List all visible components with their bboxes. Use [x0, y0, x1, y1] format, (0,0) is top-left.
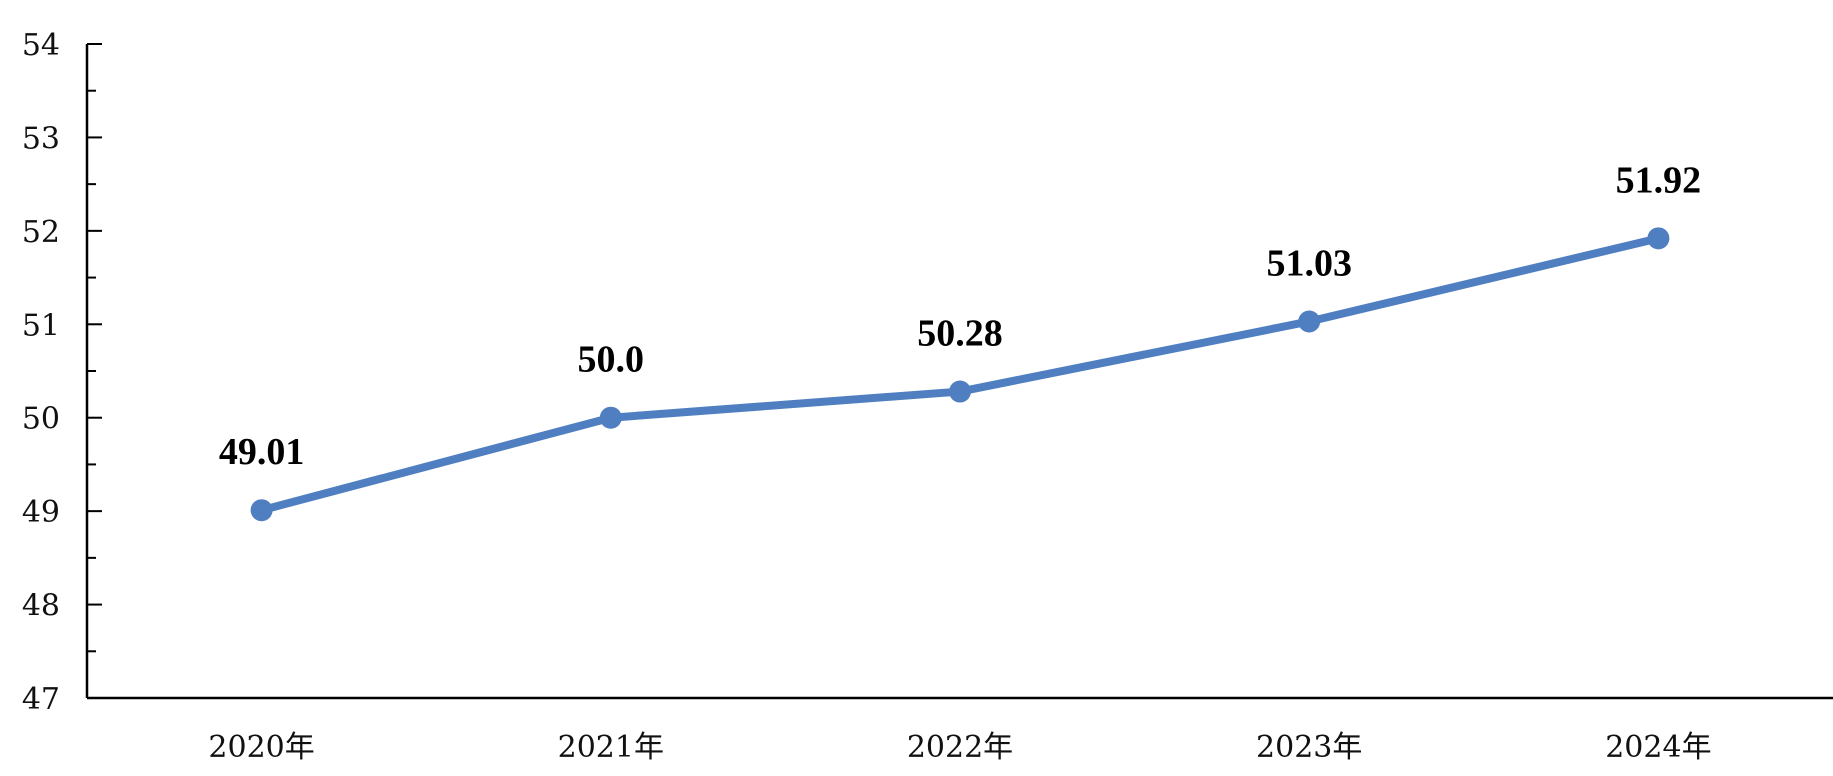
data-label: 50.0 — [578, 339, 645, 381]
series-layer — [250, 227, 1670, 522]
y-tick-label: 50 — [22, 402, 60, 437]
x-tick-label: 2023年 — [1256, 730, 1362, 765]
x-axis: 2020年 2021年 2022年 2023年 2024年 — [87, 696, 1833, 765]
y-tick-label: 49 — [22, 495, 60, 530]
data-label: 51.92 — [1616, 159, 1702, 201]
data-label: 50.28 — [917, 313, 1003, 355]
data-point — [1647, 227, 1670, 250]
y-tick-label: 52 — [22, 215, 60, 250]
data-label: 51.03 — [1266, 242, 1352, 284]
data-label: 49.01 — [219, 431, 305, 473]
x-tick-label: 2020年 — [208, 730, 314, 765]
y-tick-label: 54 — [22, 28, 60, 63]
data-point — [599, 406, 622, 429]
x-tick-label: 2022年 — [907, 730, 1013, 765]
data-point — [949, 380, 971, 403]
data-labels: 49.01 50.0 50.28 51.03 51.92 — [219, 159, 1701, 473]
series-line — [257, 234, 1663, 515]
y-tick-label: 47 — [22, 682, 60, 717]
y-tick-label: 48 — [22, 589, 60, 624]
x-tick-label: 2021年 — [558, 730, 664, 765]
data-point — [1298, 310, 1321, 333]
y-axis: 47 48 49 50 51 52 53 54 — [22, 28, 102, 717]
y-tick-label: 53 — [22, 121, 60, 156]
x-tick-label: 2024年 — [1605, 730, 1711, 765]
y-tick-label: 51 — [22, 308, 60, 343]
data-point — [250, 499, 273, 522]
